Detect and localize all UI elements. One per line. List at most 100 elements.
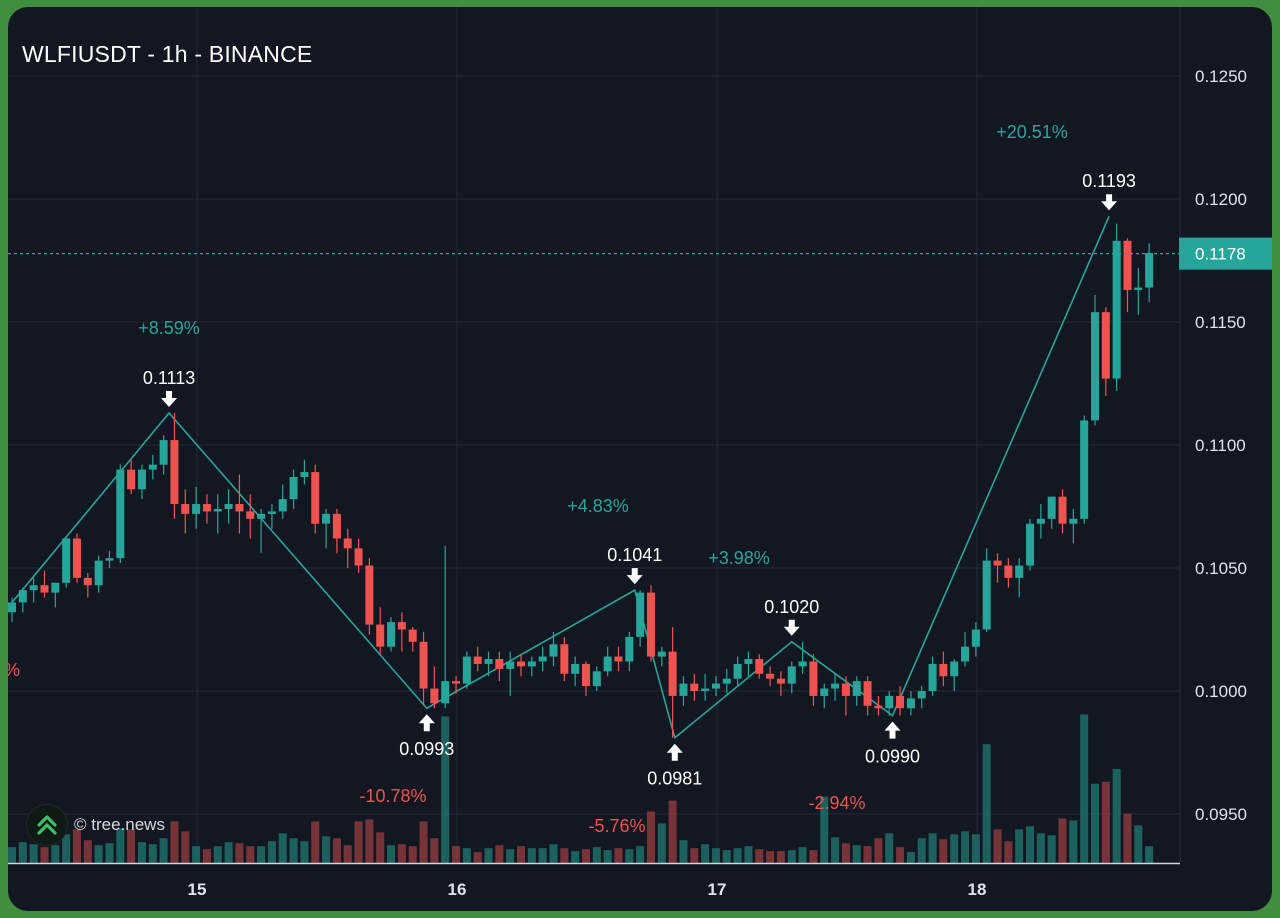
- candle-body: [603, 656, 612, 672]
- watermark-text: © tree.news: [74, 815, 165, 834]
- price-chart[interactable]: 0.0950 0.1000 0.1050 0.1100 0.1150 0.1200 0.12…: [8, 7, 1272, 911]
- y-tick-label: 0.1200: [1195, 190, 1247, 209]
- volume-bar: [571, 851, 580, 863]
- volume-bar: [798, 847, 807, 863]
- volume-bar: [159, 838, 168, 863]
- volume-bar: [354, 821, 363, 863]
- candle-body: [560, 644, 569, 674]
- candle-body: [1123, 240, 1132, 291]
- candle-body: [549, 644, 558, 657]
- candle-body: [993, 560, 1002, 566]
- candle-body: [387, 622, 396, 647]
- volume-bar: [430, 838, 439, 863]
- volume-bar: [538, 848, 547, 863]
- candle-body: [657, 651, 666, 657]
- chart-title: WLFIUSDT - 1h - BINANCE: [22, 41, 313, 67]
- volume-bar: [560, 848, 569, 863]
- volume-bar: [896, 847, 905, 863]
- candle-body: [1058, 496, 1067, 524]
- volume-bar: [1015, 829, 1024, 863]
- volume-bar: [452, 846, 461, 863]
- candle-body: [971, 629, 980, 647]
- y-tick-label: 0.1250: [1195, 67, 1247, 86]
- volume-bar: [603, 850, 612, 863]
- volume-bar: [874, 838, 883, 863]
- volume-bar: [170, 821, 179, 863]
- volume-bar: [809, 850, 818, 863]
- candle-body: [1080, 420, 1089, 519]
- candle-body: [755, 659, 764, 674]
- y-tick-label: 0.1050: [1195, 559, 1247, 578]
- volume-bar: [506, 849, 515, 863]
- candle-body: [571, 663, 580, 674]
- arrow-up-icon: [666, 743, 683, 761]
- volume-bar: [343, 845, 352, 863]
- pivot-pct-label: -10.78%: [359, 786, 426, 806]
- volume-bar: [1058, 818, 1067, 863]
- volume-bar: [1026, 826, 1035, 863]
- candle-body: [820, 688, 829, 696]
- volume-bar: [192, 846, 201, 863]
- pivot-price-label: 0.0993: [399, 739, 454, 759]
- volume-bar: [625, 849, 634, 863]
- candle-body: [354, 548, 363, 566]
- volume-bar: [679, 840, 688, 863]
- volume-bar: [202, 849, 211, 863]
- last-price-badge: [1179, 237, 1272, 270]
- candle-body: [473, 656, 482, 664]
- volume-bar: [246, 846, 255, 863]
- candle-body: [527, 661, 536, 667]
- volume-bar: [939, 839, 948, 863]
- volume-bar: [863, 846, 872, 863]
- volume-bar: [636, 846, 645, 863]
- volume-bar: [1112, 768, 1121, 863]
- volume-bar: [462, 848, 471, 863]
- candle-body: [343, 538, 352, 549]
- volume-bar: [300, 841, 309, 863]
- volume-bar: [787, 850, 796, 863]
- candle-body: [896, 695, 905, 709]
- candle-body: [798, 661, 807, 667]
- last-price-label: 0.1178: [1195, 245, 1246, 264]
- volume-bar: [365, 819, 374, 863]
- volume-bar: [72, 829, 81, 863]
- candle-body: [690, 683, 699, 691]
- candle-body: [408, 629, 417, 642]
- candle-body: [137, 469, 146, 490]
- volume-bar: [419, 821, 428, 863]
- candle-body: [809, 661, 818, 696]
- pivot-price-label: 0.1113: [143, 368, 195, 388]
- volume-bar: [744, 846, 753, 863]
- volume-bar: [646, 811, 655, 863]
- volume-bar: [278, 833, 287, 863]
- volume-bar: [885, 833, 894, 863]
- volume-bar: [1101, 781, 1110, 863]
- volume-bar: [711, 848, 720, 863]
- candle-body: [1091, 312, 1099, 421]
- candle-body: [365, 565, 374, 625]
- candle-body: [1004, 565, 1013, 578]
- arrow-up-icon: [884, 721, 901, 739]
- volume-bar: [322, 836, 331, 863]
- candle-body: [462, 656, 471, 684]
- candle-body: [40, 585, 49, 593]
- candle-body: [332, 513, 341, 539]
- candle-body: [322, 513, 331, 524]
- candle-body: [51, 582, 60, 593]
- volume-bar: [852, 845, 861, 863]
- x-tick-label: 17: [708, 880, 727, 899]
- candle-body: [105, 558, 114, 561]
- candle-body: [1134, 287, 1143, 291]
- candle-body: [679, 683, 688, 696]
- y-tick-label: 0.0950: [1195, 805, 1247, 824]
- candle-body: [127, 469, 136, 490]
- volume-bar: [950, 834, 959, 863]
- arrow-down-icon: [1101, 194, 1118, 211]
- candle-body: [278, 499, 287, 512]
- volume-bar: [495, 845, 504, 863]
- volume-bar: [148, 844, 157, 863]
- candle-body: [776, 678, 785, 684]
- candle-body: [94, 560, 103, 586]
- candle-body: [1101, 312, 1110, 379]
- candle-body: [982, 560, 991, 630]
